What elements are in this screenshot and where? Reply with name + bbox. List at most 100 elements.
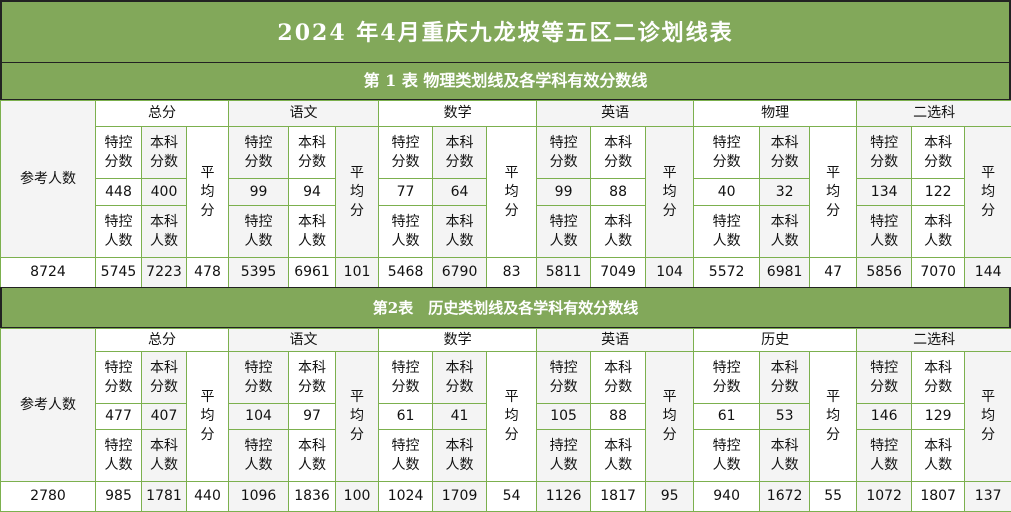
tekong-count-value: 5468 xyxy=(379,258,433,288)
tekong-score-value: 448 xyxy=(96,179,142,206)
tekong-count-value-text: 1024 xyxy=(388,488,424,504)
benke-score-value-text: 129 xyxy=(925,408,952,424)
benke-score-label-text: 本科分数 xyxy=(445,359,474,397)
tekong-count-label-text: 特控人数 xyxy=(244,213,273,251)
subject-header-text: 英语 xyxy=(601,105,629,121)
benke-score-value: 400 xyxy=(142,179,187,206)
benke-count-label: 本科人数 xyxy=(760,430,810,482)
benke-score-label-text: 本科分数 xyxy=(445,134,474,172)
tekong-score-label: 特控分数 xyxy=(229,352,289,404)
benke-score-label: 本科分数 xyxy=(289,352,336,404)
average-value-text: 55 xyxy=(824,488,842,504)
tekong-score-value-text: 99 xyxy=(555,184,573,200)
benke-count-label: 本科人数 xyxy=(912,206,965,258)
benke-count-label-text: 本科人数 xyxy=(603,213,632,251)
benke-score-value-text: 32 xyxy=(776,184,794,200)
benke-count-value-text: 1817 xyxy=(600,488,636,504)
subject-header-text: 二选科 xyxy=(913,332,955,348)
tekong-score-label-text: 特控分数 xyxy=(869,359,898,397)
benke-count-value: 1781 xyxy=(142,482,187,512)
tekong-count-label: 特控人数 xyxy=(96,430,142,482)
tekong-score-value: 77 xyxy=(379,179,433,206)
tekong-count-value: 5395 xyxy=(229,258,289,288)
benke-count-value: 7223 xyxy=(142,258,187,288)
benke-score-value-text: 88 xyxy=(609,408,627,424)
tekong-count-value-text: 1126 xyxy=(546,488,582,504)
tekong-count-value: 1126 xyxy=(537,482,591,512)
average-value: 95 xyxy=(646,482,694,512)
subject-header-text: 语文 xyxy=(290,105,318,121)
tekong-score-value-text: 104 xyxy=(245,408,272,424)
tekong-score-label: 特控分数 xyxy=(96,127,142,179)
tekong-count-value-text: 5572 xyxy=(709,264,745,280)
subject-header: 数学 xyxy=(379,101,537,127)
average-label: 平均分 xyxy=(487,127,537,258)
average-label: 平均分 xyxy=(187,352,229,482)
tekong-score-label-text: 特控分数 xyxy=(104,134,133,172)
average-value: 47 xyxy=(810,258,857,288)
benke-score-label-text: 本科分数 xyxy=(923,359,952,397)
average-label-text: 平均分 xyxy=(981,164,996,221)
tekong-count-value: 5572 xyxy=(694,258,760,288)
benke-score-value: 64 xyxy=(433,179,487,206)
subject-header-text: 总分 xyxy=(148,105,176,121)
average-label-text: 平均分 xyxy=(826,388,841,445)
benke-score-value-text: 53 xyxy=(776,408,794,424)
benke-score-value: 41 xyxy=(433,404,487,430)
average-label-text: 平均分 xyxy=(981,388,996,445)
benke-score-label: 本科分数 xyxy=(591,352,646,404)
average-value-text: 440 xyxy=(194,488,221,504)
tekong-count-label-text: 特控人数 xyxy=(549,213,578,251)
average-label: 平均分 xyxy=(646,127,694,258)
benke-count-label: 本科人数 xyxy=(142,430,187,482)
subject-header-text: 物理 xyxy=(761,105,789,121)
tekong-score-value-text: 134 xyxy=(871,184,898,200)
average-value-text: 47 xyxy=(824,264,842,280)
benke-count-label: 本科人数 xyxy=(289,430,336,482)
subject-header-text: 语文 xyxy=(290,332,318,348)
table-row: 参考人数总分语文数学英语历史二选科 xyxy=(1,329,1011,352)
tekong-count-label: 特控人数 xyxy=(857,430,912,482)
average-value: 104 xyxy=(646,258,694,288)
tekong-count-label: 特控人数 xyxy=(379,430,433,482)
average-value: 440 xyxy=(187,482,229,512)
average-label: 平均分 xyxy=(187,127,229,258)
benke-count-value-text: 6961 xyxy=(294,264,330,280)
tekong-count-value: 940 xyxy=(694,482,760,512)
tekong-count-value: 1024 xyxy=(379,482,433,512)
benke-count-label: 本科人数 xyxy=(912,430,965,482)
benke-count-value: 1817 xyxy=(591,482,646,512)
table-row: 特控分数本科分数平均分特控分数本科分数平均分特控分数本科分数平均分特控分数本科分… xyxy=(1,127,1011,179)
tekong-count-label: 持控人数 xyxy=(537,430,591,482)
tekong-count-label: 特控人数 xyxy=(229,206,289,258)
benke-score-label-text: 本科分数 xyxy=(149,134,178,172)
benke-count-label-text: 本科人数 xyxy=(770,213,799,251)
benke-score-label: 本科分数 xyxy=(142,352,187,404)
benke-count-value-text: 6981 xyxy=(767,264,803,280)
tekong-score-value-text: 448 xyxy=(105,184,132,200)
average-value-text: 478 xyxy=(194,264,221,280)
benke-score-label-text: 本科分数 xyxy=(603,359,632,397)
benke-count-value-text: 1672 xyxy=(767,488,803,504)
benke-count-label-text: 本科人数 xyxy=(297,437,326,475)
tekong-count-value-text: 5745 xyxy=(101,264,137,280)
benke-count-value-text: 1781 xyxy=(146,488,182,504)
tekong-count-value: 985 xyxy=(96,482,142,512)
participants-header-text: 参考人数 xyxy=(20,397,76,413)
tekong-score-label-text: 特控分数 xyxy=(549,134,578,172)
tekong-score-label-text: 特控分数 xyxy=(869,134,898,172)
tekong-score-label: 特控分数 xyxy=(537,352,591,404)
participants-value: 8724 xyxy=(1,258,96,288)
benke-count-label: 本科人数 xyxy=(591,430,646,482)
subject-header-text: 二选科 xyxy=(913,105,955,121)
history-table: 参考人数总分语文数学英语历史二选科特控分数本科分数平均分特控分数本科分数平均分特… xyxy=(0,328,1011,512)
average-value-text: 101 xyxy=(344,264,371,280)
average-value-text: 137 xyxy=(975,488,1002,504)
benke-score-value-text: 97 xyxy=(303,408,321,424)
benke-count-value: 6981 xyxy=(760,258,810,288)
benke-score-label-text: 本科分数 xyxy=(297,134,326,172)
subject-header: 数学 xyxy=(379,329,537,352)
benke-score-value-text: 41 xyxy=(451,408,469,424)
tekong-score-value-text: 61 xyxy=(397,408,415,424)
